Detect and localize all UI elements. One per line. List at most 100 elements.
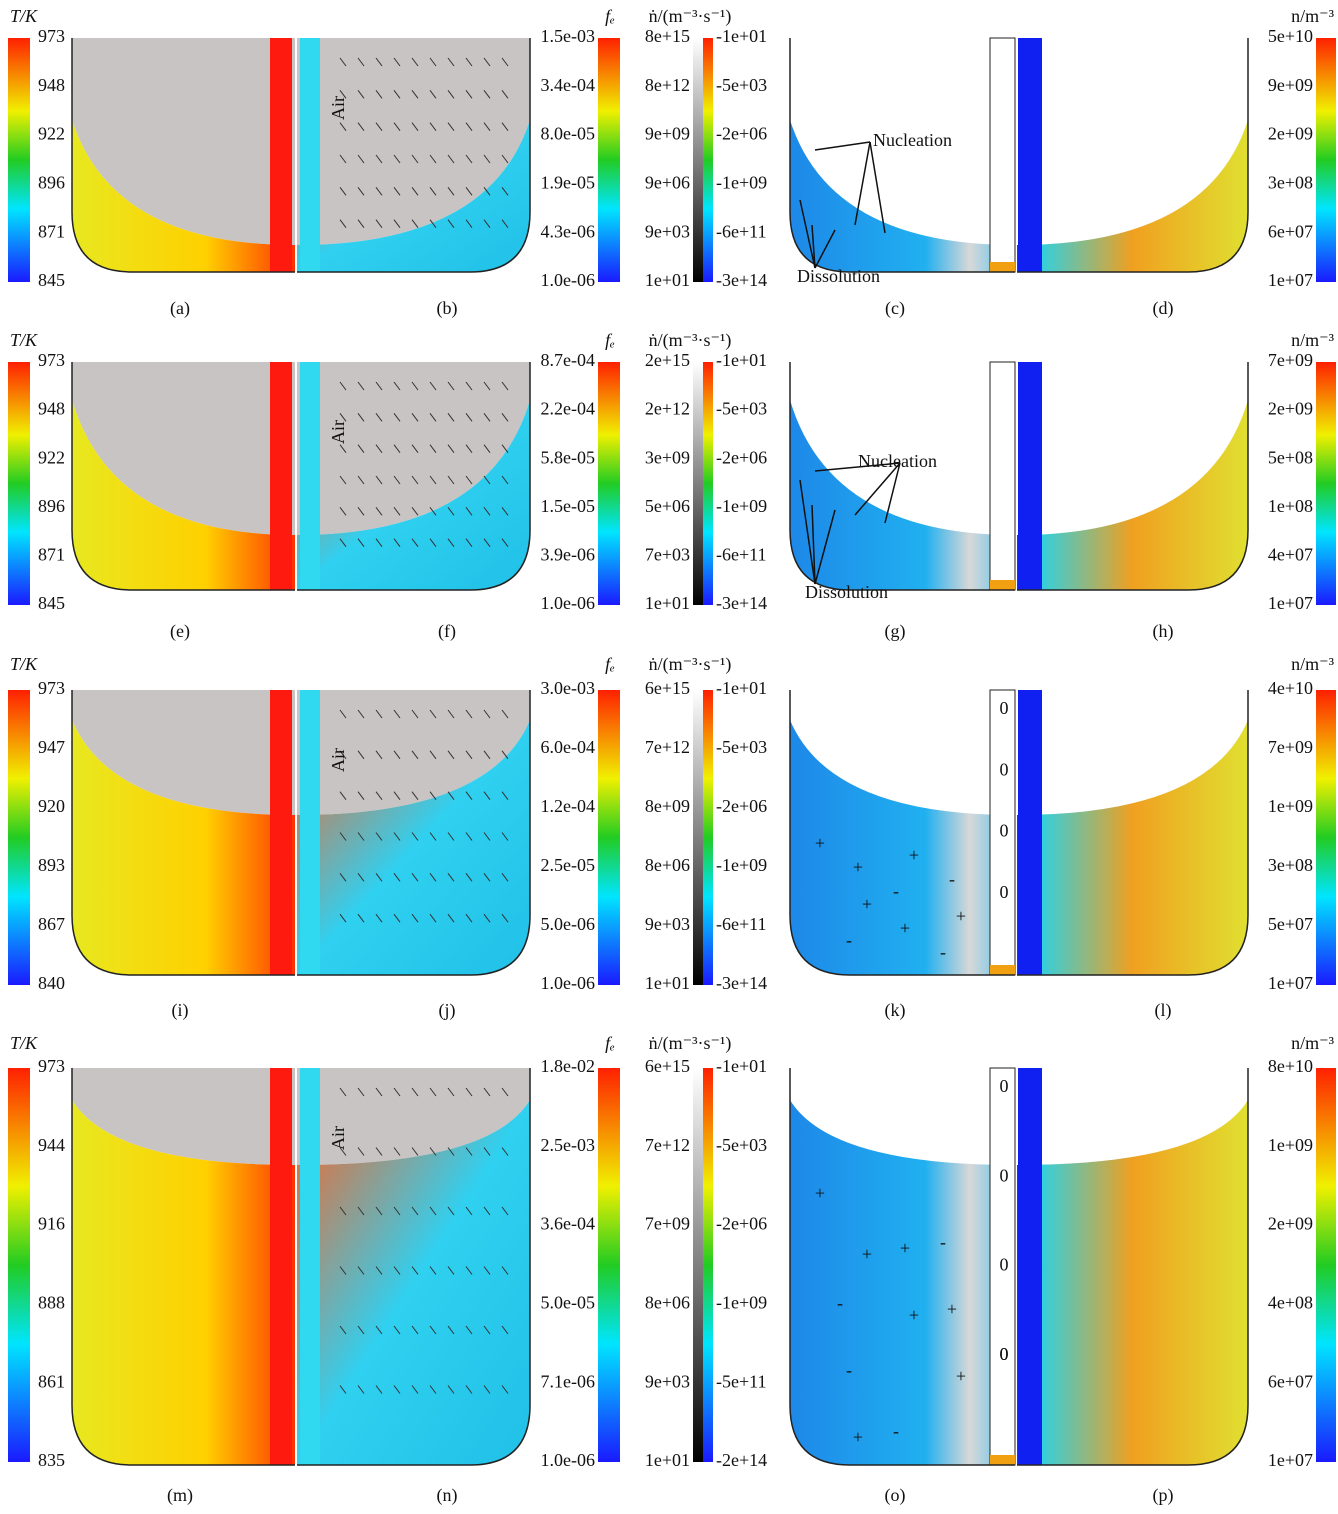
panel-label: (a) (170, 298, 190, 319)
plug (990, 362, 1015, 590)
tick-label: 948 (38, 75, 65, 95)
tick-label: 7e+12 (645, 737, 690, 757)
tick-label: -3e+14 (716, 973, 767, 993)
tick-label: 3.0e-03 (541, 678, 595, 698)
panel-label: (j) (439, 1000, 456, 1021)
body: T/Kfₑṅ/(m⁻³·s⁻¹)n/m⁻³9731.5e-038e+15-1e+… (0, 0, 1338, 1514)
tick-label: 2.5e-05 (541, 855, 595, 875)
sign: - (949, 869, 955, 889)
tick-label: -1e+01 (716, 350, 767, 370)
air-label: Air (328, 748, 348, 772)
tick-label: 1.8e-02 (541, 1056, 595, 1076)
panel-label: (p) (1153, 1485, 1174, 1506)
tick-label: 6e+07 (1268, 1371, 1313, 1391)
tick-label: 947 (38, 737, 65, 757)
sign: + (862, 894, 872, 914)
heater (270, 38, 292, 272)
sign: - (893, 881, 899, 901)
sign: + (900, 1238, 910, 1258)
tick-label: 4e+08 (1268, 1293, 1313, 1313)
tick-label: 1.0e-06 (541, 593, 595, 613)
density-colorbar (1316, 362, 1336, 605)
tick-label: 1e+01 (645, 973, 690, 993)
tick-label: 861 (38, 1371, 65, 1391)
tick-label: 8.7e-04 (541, 350, 595, 370)
colorbar-title: n/m⁻³ (1291, 330, 1335, 350)
panel-label: (g) (885, 621, 906, 642)
panel-label: (n) (437, 1485, 458, 1506)
tick-label: 2.2e-04 (541, 399, 595, 419)
heater (270, 690, 292, 975)
rate-colorbar-positive (693, 362, 703, 605)
tick-label: -5e+11 (716, 1371, 766, 1391)
tick-label: 8.0e-05 (541, 124, 595, 144)
density-colorbar (1316, 38, 1336, 282)
colorbar-title: ṅ/(m⁻³·s⁻¹) (649, 654, 732, 675)
colorbar-title: n/m⁻³ (1291, 1033, 1335, 1053)
tick-label: 7.1e-06 (541, 1371, 595, 1391)
rate-colorbar-positive (693, 1068, 703, 1462)
heater (270, 1068, 292, 1465)
tick-label: 867 (38, 914, 65, 934)
tick-label: 4e+10 (1268, 678, 1313, 698)
colorbar-title: ṅ/(m⁻³·s⁻¹) (649, 1033, 732, 1054)
tick-label: -2e+06 (716, 124, 767, 144)
tick-label: 9e+09 (645, 124, 690, 144)
panel-label: (k) (885, 1000, 906, 1021)
tick-label: 1e+01 (645, 593, 690, 613)
tick-label: 1e+08 (1268, 496, 1313, 516)
panel-label: (d) (1153, 298, 1174, 319)
density-field (1017, 720, 1248, 975)
tick-label: 7e+09 (645, 1214, 690, 1234)
density-field (1017, 400, 1248, 590)
plug (1018, 362, 1042, 590)
tick-label: 7e+12 (645, 1135, 690, 1155)
sign: - (837, 1293, 843, 1313)
colorbar-title: fₑ (605, 1033, 615, 1053)
tick-label: 1.5e-05 (541, 496, 595, 516)
tick-label: -6e+11 (716, 545, 766, 565)
sign: + (956, 1366, 966, 1386)
tick-label: 973 (38, 26, 65, 46)
sign: + (909, 845, 919, 865)
tick-label: 1e+07 (1268, 973, 1313, 993)
air-label: Air (328, 96, 348, 120)
tick-label: -2e+06 (716, 1214, 767, 1234)
tick-label: -6e+11 (716, 221, 766, 241)
tick-label: 1.0e-06 (541, 1450, 595, 1470)
sign: 0 (1000, 1165, 1009, 1185)
sign: 0 (1000, 882, 1009, 902)
tick-label: 896 (38, 173, 65, 193)
sign: 0 (1000, 1344, 1009, 1364)
density-field (1017, 120, 1248, 272)
plug (300, 38, 320, 272)
tick-label: 6e+15 (645, 678, 690, 698)
density-colorbar (1316, 1068, 1336, 1462)
panel-label: (e) (170, 621, 190, 642)
panel-label: (m) (167, 1485, 193, 1506)
tick-label: 916 (38, 1214, 65, 1234)
colorbar-title: fₑ (605, 6, 615, 26)
tick-label: 6e+07 (1268, 221, 1313, 241)
rate-colorbar-positive (693, 38, 703, 282)
plug (990, 38, 1015, 272)
fe-colorbar (598, 690, 620, 985)
colorbar-title: n/m⁻³ (1291, 6, 1335, 26)
sign: + (815, 833, 825, 853)
base (990, 262, 1015, 272)
annotation: Nucleation (858, 451, 937, 471)
air-label: Air (328, 1126, 348, 1150)
air-label: Air (328, 420, 348, 444)
sign: 0 (1000, 1076, 1009, 1096)
tick-label: -2e+14 (716, 1450, 767, 1470)
tick-label: 4e+07 (1268, 545, 1313, 565)
tick-label: 893 (38, 855, 65, 875)
panel-label: (c) (885, 298, 905, 319)
tick-label: 5.0e-06 (541, 914, 595, 934)
colorbar-title: T/K (10, 654, 38, 674)
tick-label: 1e+01 (645, 270, 690, 290)
temperature-colorbar (8, 1068, 30, 1462)
base (990, 1455, 1015, 1465)
fe-colorbar (598, 38, 620, 282)
tick-label: -3e+14 (716, 593, 767, 613)
